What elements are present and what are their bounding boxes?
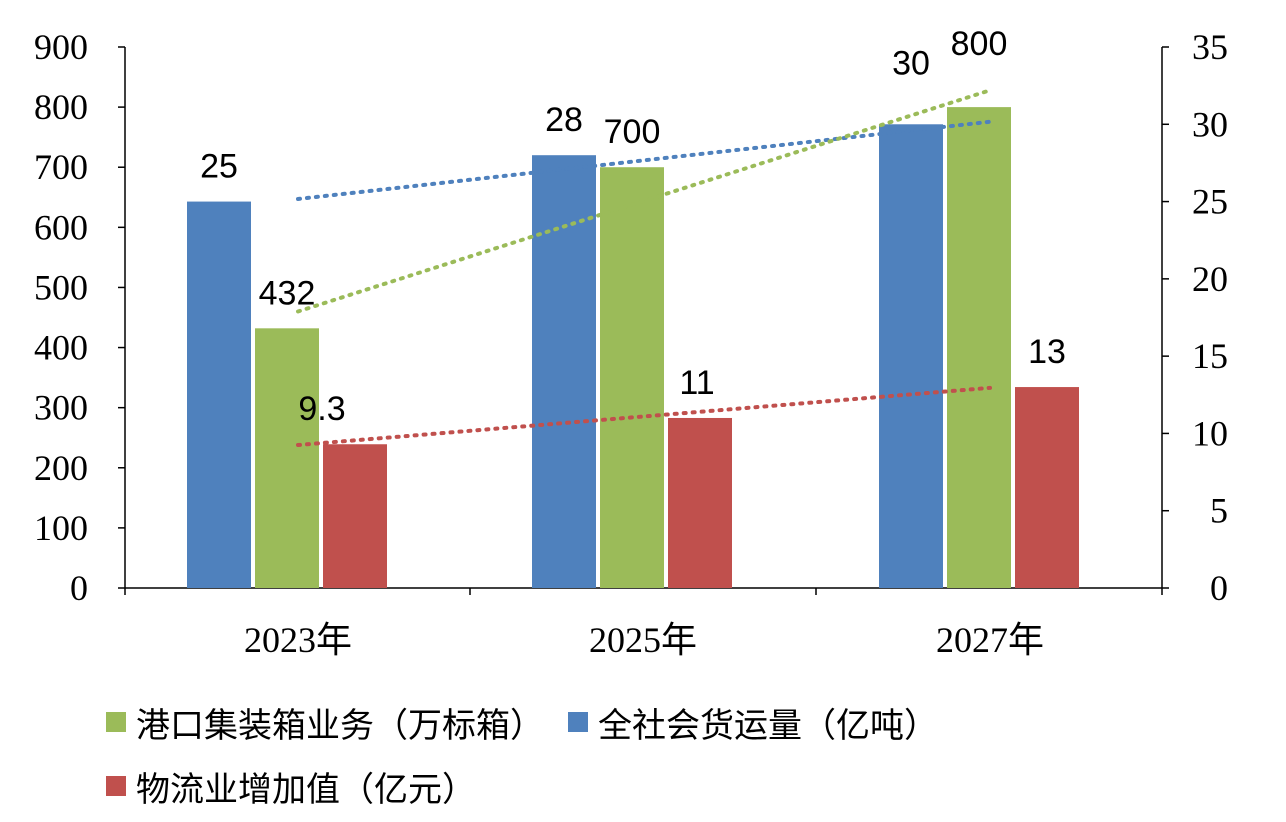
legend-swatch-logistics [106, 776, 126, 796]
legend-row-2: 物流业增加值（亿元） [88, 754, 1268, 818]
left-tick-label: 200 [34, 448, 88, 488]
right-tick-label: 25 [1192, 182, 1228, 222]
data-label: 25 [200, 148, 238, 186]
x-tick-label: 2025年 [589, 620, 697, 660]
legend-row-1: 港口集装箱业务（万标箱） 全社会货运量（亿吨） [88, 690, 1268, 754]
chart: 0 100 200 300 400 500 600 700 800 900 0 5 10 15 20 25 30… [34, 25, 1228, 660]
trendline [296, 88, 992, 314]
bar [532, 155, 596, 588]
left-tick-label: 800 [34, 87, 88, 127]
data-label: 9.3 [298, 390, 345, 428]
data-label: 13 [1028, 333, 1066, 371]
legend-swatch-container [106, 712, 126, 732]
right-tick-label: 30 [1192, 104, 1228, 144]
trendline [296, 385, 992, 448]
left-tick-label: 0 [70, 568, 88, 608]
left-tick-label: 600 [34, 207, 88, 247]
right-tick-label: 20 [1192, 259, 1228, 299]
left-tick-label: 300 [34, 388, 88, 428]
bar [1015, 387, 1079, 588]
data-label: 432 [259, 274, 316, 312]
left-tick-label: 400 [34, 328, 88, 368]
bar [668, 417, 732, 588]
right-tick-label: 10 [1192, 413, 1228, 453]
data-label: 28 [545, 101, 583, 139]
right-tick-label: 5 [1210, 491, 1228, 531]
data-label: 700 [604, 113, 661, 151]
right-tick-label: 35 [1192, 27, 1228, 67]
x-tick-label: 2023年 [244, 620, 352, 660]
right-tick-label: 0 [1210, 568, 1228, 608]
legend-swatch-freight [568, 712, 588, 732]
bar [879, 124, 943, 589]
data-label: 30 [892, 44, 930, 82]
right-tick-label: 15 [1192, 336, 1228, 376]
legend-label-logistics: 物流业增加值（亿元） [136, 769, 476, 810]
trendline [296, 119, 992, 201]
legend-label-freight: 全社会货运量（亿吨） [598, 705, 938, 746]
bar [323, 444, 387, 588]
left-tick-label: 500 [34, 267, 88, 307]
legend-label-container: 港口集装箱业务（万标箱） [136, 705, 544, 746]
x-tick-label: 2027年 [936, 620, 1044, 660]
left-tick-label: 700 [34, 147, 88, 187]
legend: 港口集装箱业务（万标箱） 全社会货运量（亿吨） 物流业增加值（亿元） [88, 690, 1268, 818]
left-tick-label: 900 [34, 27, 88, 67]
legend-item-logistics: 物流业增加值（亿元） [88, 762, 476, 811]
left-tick-label: 100 [34, 508, 88, 548]
data-label: 11 [679, 364, 714, 402]
legend-item-container: 港口集装箱业务（万标箱） [88, 698, 544, 747]
legend-item-freight: 全社会货运量（亿吨） [550, 698, 938, 747]
bar [947, 107, 1011, 588]
bar [187, 201, 251, 589]
data-label: 800 [951, 25, 1008, 63]
bar [255, 328, 319, 588]
bar [600, 167, 664, 588]
